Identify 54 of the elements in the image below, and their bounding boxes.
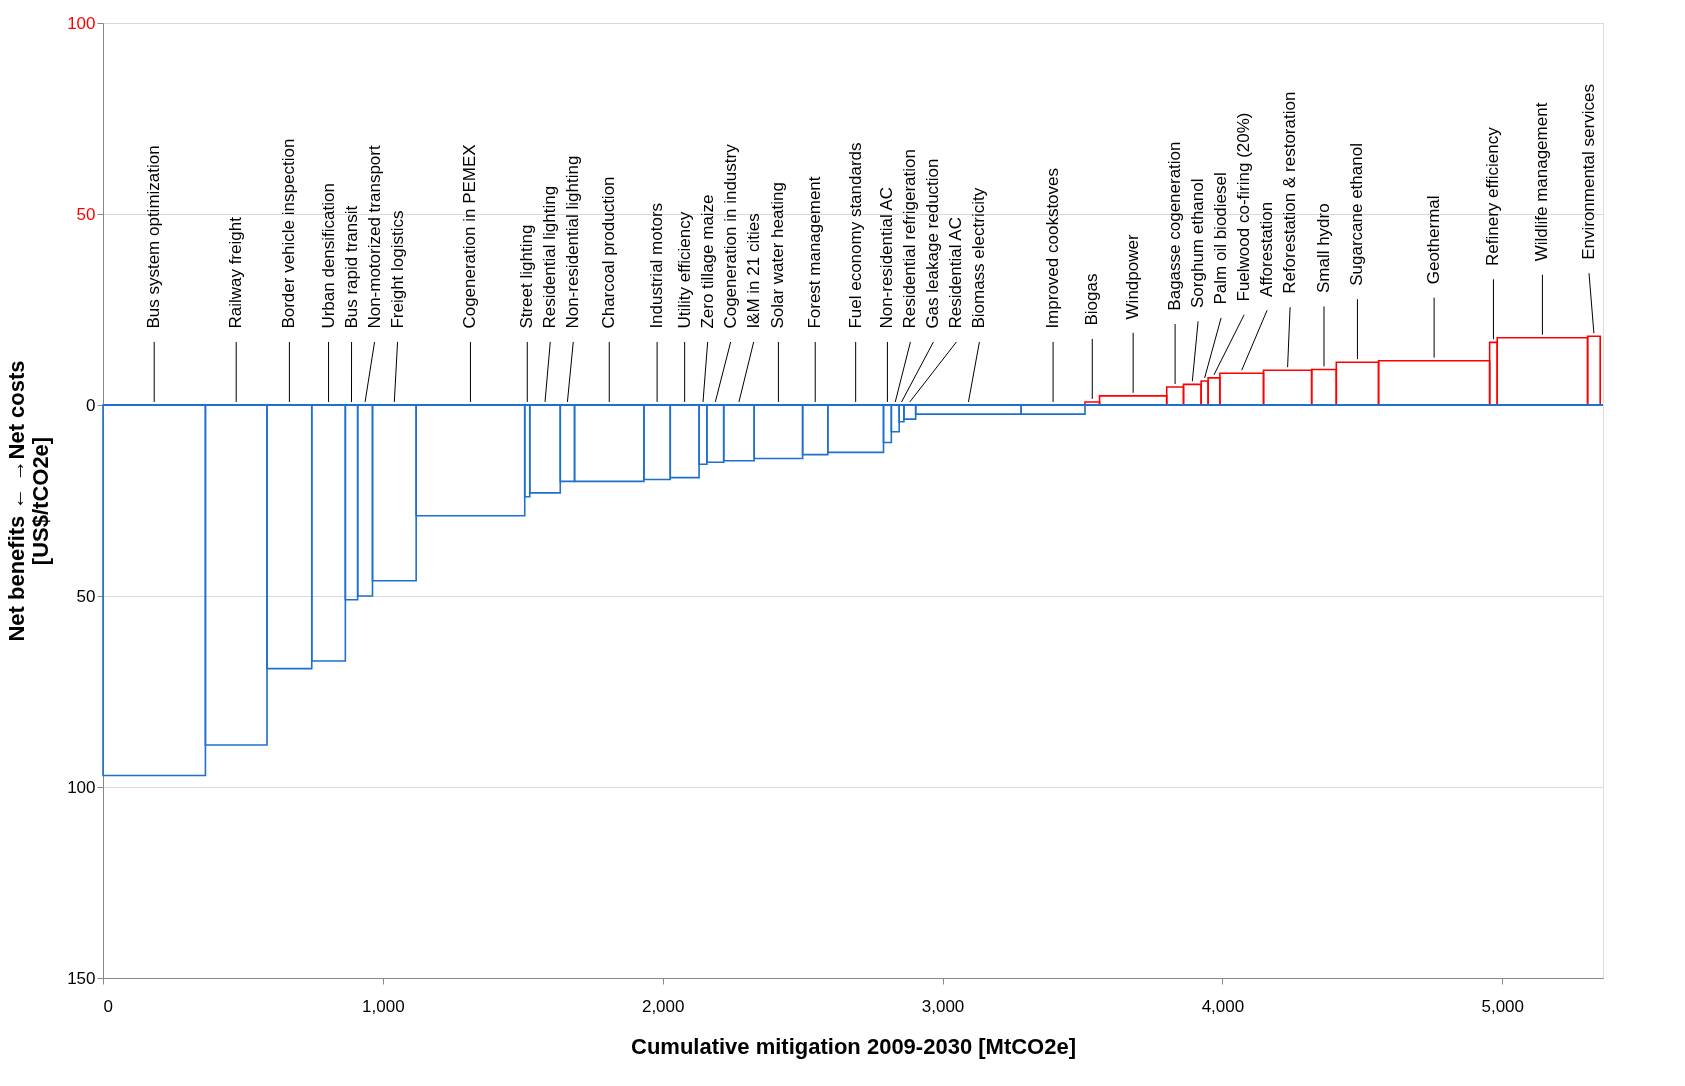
annotation: Bus rapid transit (341, 205, 361, 329)
annotation: Forest management (805, 176, 825, 329)
annotation: Geothermal (1424, 195, 1444, 285)
annotation: Residential AC (946, 217, 966, 329)
annotation: Residential refrigeration (900, 149, 920, 329)
y-tick-label: 50 (76, 204, 96, 224)
annotation: Environmental services (1579, 84, 1598, 260)
annotation: Wildlife management (1532, 102, 1552, 262)
annotation: Urban densification (318, 183, 338, 329)
annotation: Biomass electricity (969, 187, 989, 329)
annotation: Non-residential lighting (563, 155, 583, 329)
annotation: Improved cookstoves (1043, 167, 1063, 329)
x-axis-title: Cumulative mitigation 2009-2030 [MtCO2e] (630, 1033, 1077, 1059)
y-tick-label: 100 (67, 13, 96, 33)
annotation: Non-motorized transport (364, 145, 384, 329)
annotation: Afforestation (1257, 201, 1277, 297)
annotation: Non-residential AC (877, 186, 897, 329)
annotation: Railway freight (226, 216, 246, 329)
annotation: Residential lighting (540, 185, 560, 329)
y-axis-title: Net benefits ← →Net costs [US$/tCO2e] (4, 360, 54, 642)
x-tick-label: 1,000 (362, 996, 405, 1016)
annotation: Fuel economy standards (845, 142, 865, 329)
annotation: Border vehicle inspection (279, 138, 299, 329)
annotation: Bus system optimization (144, 145, 164, 329)
x-tick-label: 5,000 (1481, 996, 1525, 1016)
annotation: Refinery efficiency (1483, 126, 1503, 266)
y-tick-label: 50 (76, 586, 96, 606)
annotation: Solar water heating (768, 182, 788, 329)
annotation: Reforestation & restoration (1280, 91, 1300, 294)
annotation: Palm oil biodiesel (1211, 172, 1231, 305)
annotation: Small hydro (1313, 203, 1333, 294)
y-tick-label: 0 (86, 395, 96, 415)
x-tick-label: 4,000 (1201, 996, 1245, 1016)
annotation: Cogeneration in PEMEX (460, 144, 480, 329)
annotation: Sorghum ethanol (1188, 178, 1208, 308)
annotation: Biogas (1082, 273, 1102, 326)
y-tick-label: 150 (67, 968, 96, 988)
annotation: Industrial motors (647, 202, 667, 329)
annotation: Charcoal production (599, 176, 619, 329)
annotation: I&M in 21 cities (743, 213, 763, 329)
y-tick-label: 100 (67, 777, 96, 797)
annotation: Bagasse cogeneration (1165, 141, 1185, 311)
x-tick-label: 3,000 (921, 996, 965, 1016)
annotation: Windpower (1123, 234, 1143, 320)
annotation: Zero tillage maize (697, 194, 717, 329)
annotation: Sugarcane ethanol (1347, 143, 1367, 286)
annotation: Gas leakage reduction (923, 158, 943, 329)
annotation: Freight logistics (387, 210, 407, 329)
annotation: Fuelwood co-firing (20%) (1234, 112, 1254, 302)
x-tick-label: 2,000 (641, 996, 685, 1016)
annotation: Cogeneration in industry (720, 143, 740, 329)
x-tick-label: 0 (103, 996, 113, 1016)
annotation: Utility efficiency (674, 211, 694, 329)
annotation: Street lighting (517, 224, 537, 329)
